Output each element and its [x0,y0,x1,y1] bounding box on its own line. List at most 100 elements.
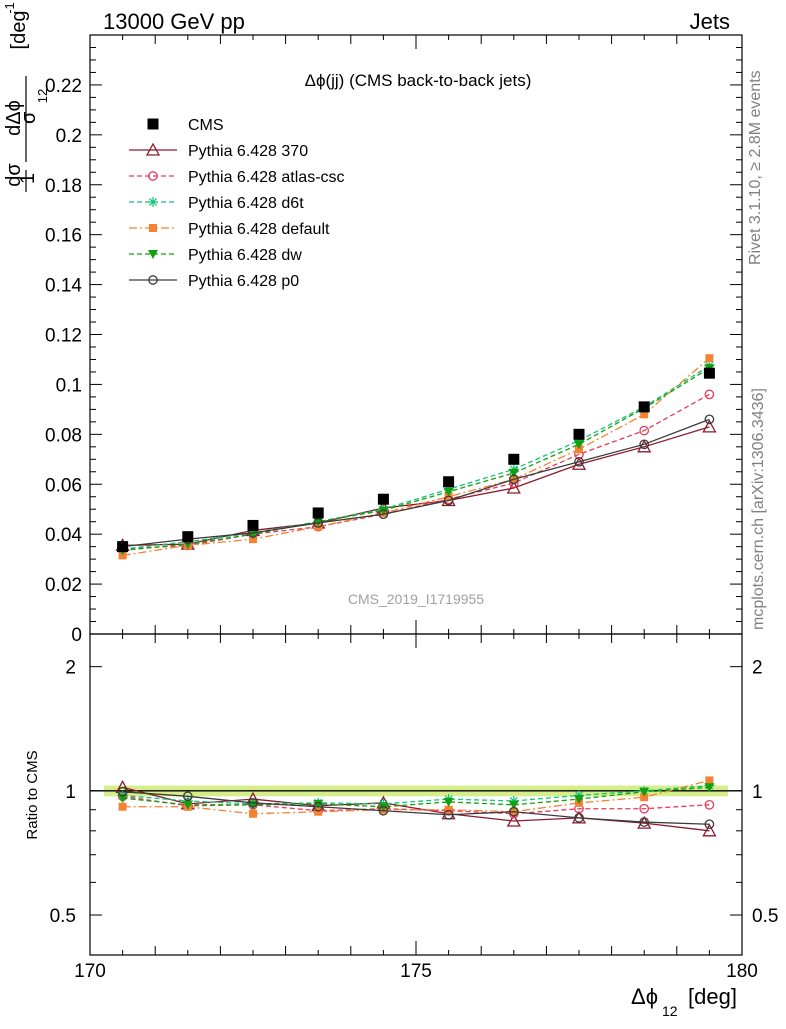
svg-text:σ: σ [18,111,40,124]
legend-label: Pythia 6.428 dw [188,247,302,264]
data-point-p0 [378,509,389,520]
ratio-point-dw [574,795,584,805]
legend-label: CMS [188,117,224,134]
series-line-atlas [122,393,710,550]
legend-label: Pythia 6.428 d6t [188,195,304,212]
data-point-atlas [704,389,715,400]
data-point-p0 [443,495,454,506]
data-point-dw [443,487,454,497]
ratio-y-tick-label-right: 1 [752,782,763,803]
ratio-point-dw [313,799,324,809]
ratio-line-p0 [122,791,710,825]
series-line-p370 [122,426,710,547]
series-line-d6t [122,365,710,550]
ratio-y-axis-label: Ratio to CMS [24,750,41,839]
process-label: Jets [690,9,730,34]
ratio-series-default [118,776,714,818]
legend-item-dw: Pythia 6.428 dw [129,247,302,264]
y-tick-label: 0.16 [45,226,82,247]
ratio-point-p0 [182,791,193,802]
chart-title: Δϕ(jj) (CMS back-to-back jets) [305,71,532,90]
svg-text:12: 12 [35,89,50,103]
ratio-point-p370 [702,823,717,837]
main-plot-area: 0 0.02 0.04 0.06 0.08 0.1 0.12 0.14 0.16 0.18 0.2 0… [45,34,743,955]
ratio-point-atlas [704,799,715,810]
legend-label: Pythia 6.428 atlas-csc [188,169,345,186]
ratio-point-p0 [378,805,389,816]
ratio-y-tick-label: 1 [65,782,76,803]
legend-label: Pythia 6.428 370 [188,143,308,160]
ratio-frame [89,633,743,956]
mcplots-label: mcplots.cern.ch [arXiv:1306.3436] [750,388,767,630]
y-tick-label: 0.18 [45,176,82,197]
ratio-y-tick-label-right: 0.5 [752,906,778,927]
svg-text:[deg: [deg [8,11,30,50]
data-point-p370 [506,480,521,494]
ratio-point-default [118,802,127,811]
data-point-p370 [702,419,717,433]
data-point-cms [443,476,455,488]
ratio-point-dw [117,794,128,804]
y-tick-label: 0.12 [45,326,82,347]
y-tick-label: 0 [71,625,82,646]
ratio-point-dw [704,783,715,793]
series-d6t [117,360,715,555]
legend-marker [147,118,159,130]
rivet-version-label: Rivet 3.1.10, ≥ 2.8M events [747,70,764,265]
ratio-line-default [122,779,710,815]
y-tick-label: 0.22 [45,76,82,97]
x-tick-label: 175 [400,961,432,982]
data-point-cms [117,541,129,553]
series-p0 [117,414,715,552]
legend-marker [148,275,158,285]
energy-label: 13000 GeV pp [103,9,245,34]
data-point-p370 [637,439,652,453]
legend-marker [148,171,158,181]
legend-marker [145,142,161,156]
series-dw [117,364,715,556]
ratio-line-dw [122,786,710,808]
data-point-p370 [571,456,587,470]
y-tick-label: 0.2 [56,126,82,147]
analysis-watermark: CMS_2019_I1719955 [348,591,484,607]
data-point-p0 [574,456,584,467]
data-point-cms [312,507,324,519]
data-point-cms [247,519,259,531]
y-tick-label: 0.14 [45,276,82,297]
svg-text:dσ: dσ [3,163,25,187]
data-point-cms [508,453,520,465]
legend-item-p0: Pythia 6.428 p0 [129,273,299,290]
ratio-point-p0 [313,801,324,812]
ratio-point-p0 [574,813,584,823]
ratio-y-tick-label-right: 2 [752,658,763,679]
legend-item-atlas: Pythia 6.428 atlas-csc [129,169,345,186]
ratio-line-d6t [122,784,710,805]
data-point-p0 [704,414,715,425]
svg-text:12: 12 [662,1003,678,1019]
legend-marker [149,224,157,232]
svg-text:-1: -1 [2,2,17,14]
ratio-point-p0 [508,806,519,817]
ratio-point-default [444,805,453,814]
y-tick-label: 0.04 [45,525,82,546]
legend-marker [148,197,158,207]
ratio-point-p0 [704,819,715,830]
series-cms [117,367,715,553]
ratio-point-dw [182,800,193,810]
main-y-axis-label: 1 dσ σ dΔϕ 12 [deg -1 ] [2,2,50,192]
data-point-default [705,354,714,363]
ratio-series-p0 [117,786,715,830]
ratio-point-dw [378,802,389,812]
legend-label: Pythia 6.428 p0 [188,273,299,290]
data-point-p0 [639,439,650,450]
y-tick-label: 0.1 [56,375,82,396]
ratio-point-dw [443,797,454,807]
ratio-point-default [705,776,714,785]
series-atlas [117,389,715,554]
data-point-default [640,410,649,419]
legend-item-default: Pythia 6.428 default [129,221,330,238]
ratio-point-p0 [639,817,650,827]
ratio-point-default [249,809,257,818]
